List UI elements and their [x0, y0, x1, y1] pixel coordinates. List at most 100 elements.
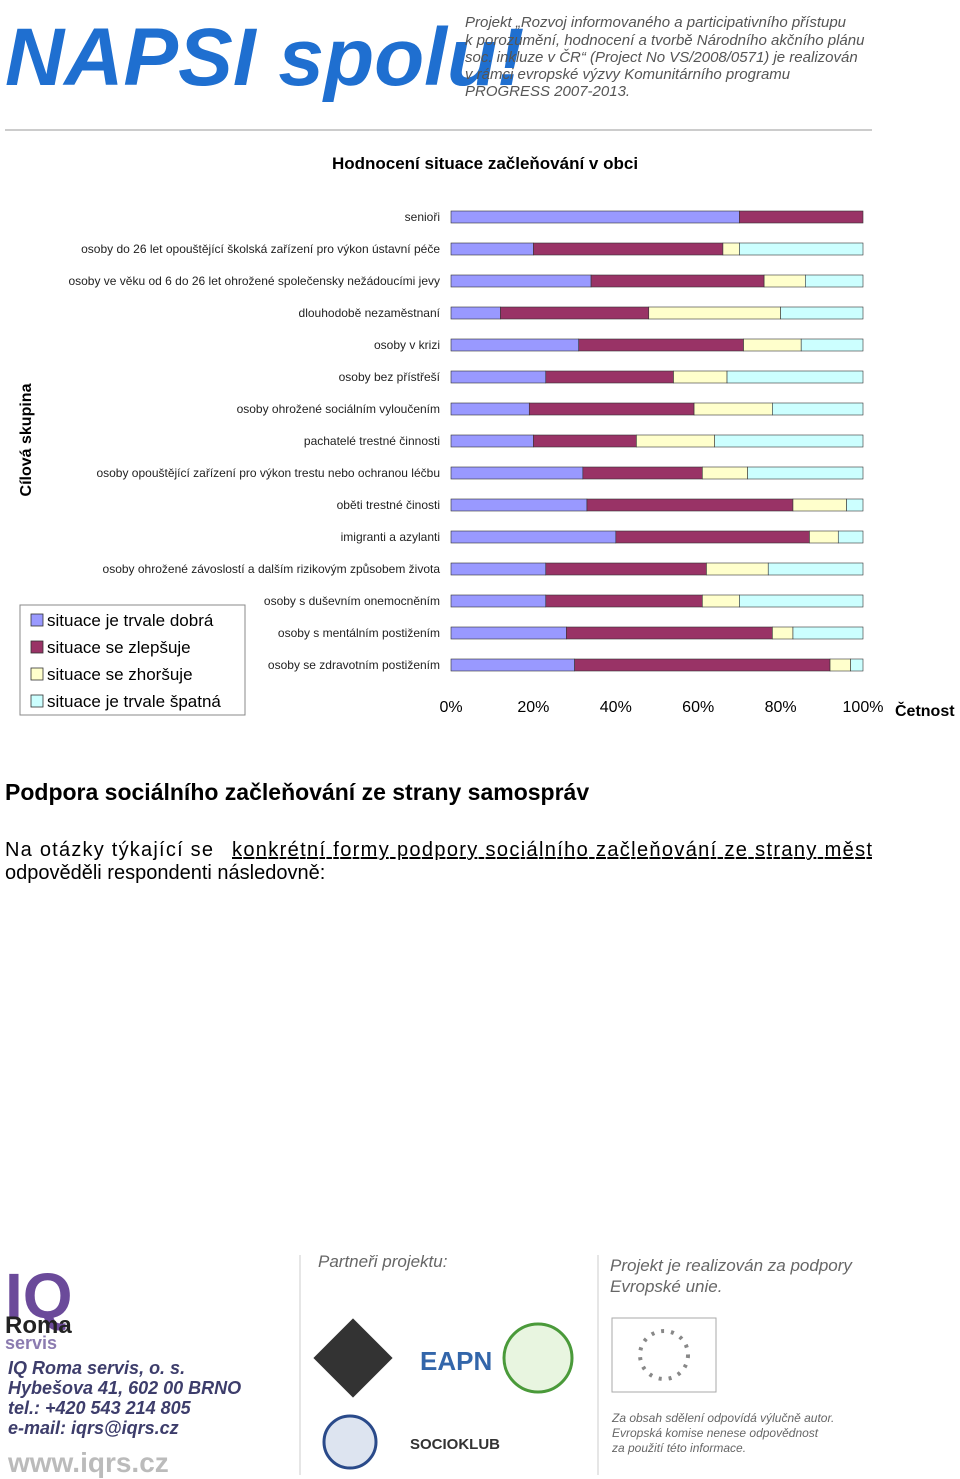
- bar-segment: [747, 466, 864, 480]
- y-axis-label: Cílová skupina: [18, 383, 35, 496]
- bar-segment: [450, 626, 567, 640]
- y-tick-label: osoby opouštějící zařízení pro výkon tre…: [96, 466, 440, 480]
- bar-segment: [706, 562, 769, 576]
- bar-segment: [578, 338, 744, 352]
- address-line: e-mail: iqrs@iqrs.cz: [8, 1418, 179, 1438]
- bar-segment: [829, 658, 851, 672]
- eu-stars: [638, 1329, 690, 1381]
- partner-logo: [313, 1318, 393, 1398]
- bar-segment: [574, 658, 831, 672]
- project-text: Projekt „Rozvoj informovaného a particip…: [465, 14, 865, 100]
- x-tick-label: 60%: [682, 699, 714, 716]
- legend-label: situace je trvale dobrá: [47, 611, 214, 630]
- legend-swatch: [30, 667, 44, 681]
- disclaimer-line: Za obsah sdělení odpovídá výlučně autor.: [611, 1411, 834, 1425]
- y-tick-label: pachatelé trestné činnosti: [304, 434, 440, 448]
- y-tick-label: osoby bez přístřeší: [339, 370, 441, 384]
- y-tick-label: osoby do 26 let opouštějící školská zaří…: [81, 242, 440, 256]
- bar-segment: [450, 530, 617, 544]
- bar-segment: [739, 242, 864, 256]
- disclaimer-line: Evropská komise nenese odpovědnost: [612, 1426, 819, 1440]
- y-tick-label: osoby ohrožené závoslostí a dalším rizik…: [103, 562, 441, 576]
- partner-logo: SOCIOKLUB: [410, 1436, 500, 1453]
- x-tick-label: 20%: [517, 699, 549, 716]
- bar-segment: [772, 626, 794, 640]
- project-line: k porozumění, hodnocení a tvorbě Národní…: [465, 32, 865, 49]
- bar-segment: [450, 338, 580, 352]
- bar-segment: [780, 306, 864, 320]
- address-line: tel.: +420 543 214 805: [8, 1398, 192, 1418]
- section-heading: Podpora sociálního začleňování ze strany…: [5, 779, 589, 805]
- chart-title: Hodnocení situace začleňování v obci: [332, 154, 638, 173]
- x-axis-label: Četnost: [895, 701, 955, 720]
- bar-segment: [545, 370, 674, 384]
- address: IQ Roma servis, o. s. Hybešova 41, 602 0…: [8, 1358, 241, 1438]
- partner-logo: [322, 1414, 378, 1470]
- footer-logo: IQ: [5, 1260, 73, 1332]
- bar-segment: [500, 306, 650, 320]
- x-tick-label: 100%: [843, 699, 884, 716]
- bar-segment: [450, 562, 547, 576]
- address-line: IQ Roma servis, o. s.: [8, 1358, 185, 1378]
- bar-segment: [450, 274, 592, 288]
- bar-segment: [615, 530, 810, 544]
- bar-segment: [767, 562, 864, 576]
- legend-label: situace se zlepšuje: [47, 638, 191, 657]
- x-tick-label: 0%: [439, 699, 462, 716]
- bar-segment: [590, 274, 765, 288]
- bar-segment: [450, 306, 501, 320]
- footer-logo: servis: [5, 1333, 57, 1353]
- x-tick-label: 40%: [600, 699, 632, 716]
- project-line: v rámci evropské výzvy Komunitárního pro…: [465, 66, 791, 83]
- bar-segment: [533, 434, 637, 448]
- bar-segment: [545, 562, 707, 576]
- bar-segment: [450, 402, 530, 416]
- paragraph-link: konkrétní formy podpory sociálního začle…: [232, 839, 872, 861]
- bar-segment: [739, 594, 864, 608]
- legend-label: situace se zhoršuje: [47, 665, 193, 684]
- bar-segment: [450, 242, 534, 256]
- y-tick-label: osoby s mentálním postižením: [278, 626, 440, 640]
- bar-segment: [702, 466, 748, 480]
- paragraph-text: Na otázky týkající se: [5, 839, 213, 861]
- eu-support: Projekt je realizován za podpory: [610, 1256, 853, 1275]
- legend-box: [19, 604, 246, 716]
- bar-segment: [586, 498, 794, 512]
- bar-segment: [792, 626, 864, 640]
- y-tick-label: osoby v krizi: [374, 338, 440, 352]
- project-line: soc. inkluze v ČR“ (Project No VS/2008/0…: [465, 49, 858, 66]
- bar-segment: [850, 658, 864, 672]
- disclaimer-line: za použití této informace.: [611, 1441, 746, 1455]
- legend-swatch: [30, 694, 44, 708]
- partners-title: Partneři projektu:: [318, 1252, 448, 1271]
- bar-segment: [693, 402, 773, 416]
- bar-segment: [450, 210, 740, 224]
- logo: NAPSI spolu!: [5, 12, 524, 103]
- bar-segment: [450, 658, 575, 672]
- bar-segment: [528, 402, 695, 416]
- y-tick-label: osoby se zdravotním postižením: [268, 658, 440, 672]
- paragraph-text: odpověděli respondenti následovně:: [5, 862, 325, 884]
- y-tick-label: dlouhodobě nezaměstnaní: [299, 306, 441, 320]
- bar-segment: [739, 210, 864, 224]
- footer-logo: Roma: [5, 1312, 72, 1339]
- disclaimer: Za obsah sdělení odpovídá výlučně autor.…: [611, 1411, 834, 1455]
- partner-logo: EAPN: [420, 1346, 492, 1376]
- bar-segment: [636, 434, 715, 448]
- bar-segment: [743, 338, 802, 352]
- bar-segment: [809, 530, 839, 544]
- legend-swatch: [30, 640, 44, 654]
- y-tick-label: osoby ohrožené sociálním vyloučením: [237, 402, 440, 416]
- partner-logo: [502, 1322, 574, 1394]
- bar-segment: [702, 594, 740, 608]
- y-tick-label: imigranti a azylanti: [341, 530, 440, 544]
- project-line: PROGRESS 2007-2013.: [465, 83, 630, 100]
- bar-segment: [582, 466, 703, 480]
- bar-segment: [726, 370, 864, 384]
- bar-segment: [722, 242, 740, 256]
- bar-segment: [450, 370, 547, 384]
- bar-segment: [772, 402, 864, 416]
- bar-segment: [837, 530, 864, 544]
